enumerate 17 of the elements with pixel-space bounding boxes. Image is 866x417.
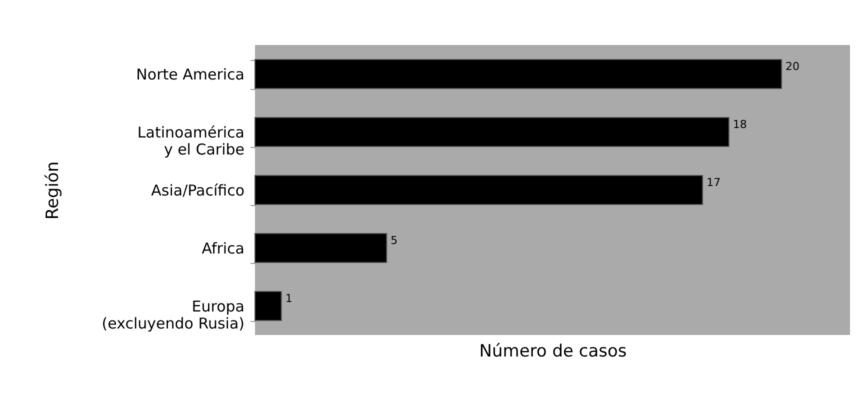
y-tick-label: Asia/Pacífico [151, 182, 244, 200]
data-label: 17 [706, 176, 721, 189]
data-label: 18 [732, 118, 747, 131]
y-tick-label: Latinoamérica y el Caribe [137, 124, 244, 158]
bar [254, 175, 704, 205]
bar [254, 117, 730, 147]
data-label: 20 [786, 60, 800, 73]
data-label: 5 [390, 234, 398, 247]
y-tick-label: Europa (excluyendo Rusia) [102, 298, 244, 332]
y-tick-label: Norte America [136, 66, 244, 84]
y-axis-title: Región [42, 161, 63, 220]
x-axis-title: Número de casos [479, 342, 627, 362]
data-label: 1 [285, 292, 292, 305]
bar [254, 291, 282, 321]
bar [254, 233, 388, 263]
bar [254, 59, 782, 89]
y-tick-label: Africa [202, 240, 244, 258]
